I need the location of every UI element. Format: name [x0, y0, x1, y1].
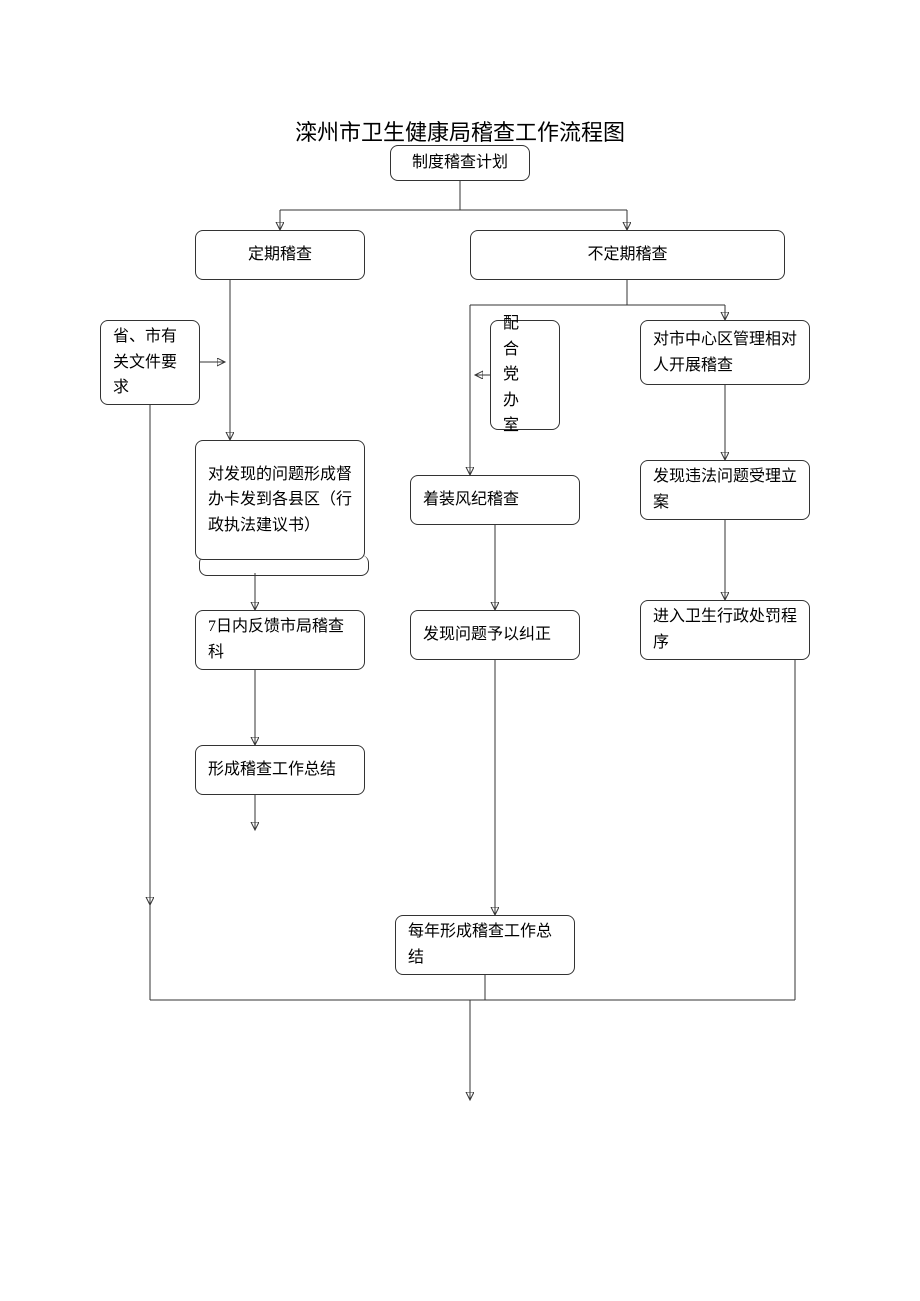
- node-summary1: 形成稽查工作总结: [195, 745, 365, 795]
- node-periodic: 定期稽查: [195, 230, 365, 280]
- page-title: 滦州市卫生健康局稽查工作流程图: [0, 115, 920, 147]
- node-docreq: 省、市有关文件要求: [100, 320, 200, 405]
- node-supervise: 对发现的问题形成督办卡发到各县区（行政执法建议书）: [195, 440, 365, 560]
- node-feedback7: 7日内反馈市局稽查科: [195, 610, 365, 670]
- node-nonperiodic: 不定期稽查: [470, 230, 785, 280]
- node-centerarea: 对市中心区管理相对人开展稽查: [640, 320, 810, 385]
- node-partyoffice: 配 合 党 办 室: [490, 320, 560, 430]
- node-dresscheck: 着装风纪稽查: [410, 475, 580, 525]
- node-annualsummary: 每年形成稽查工作总结: [395, 915, 575, 975]
- node-plan: 制度稽查计划: [390, 145, 530, 181]
- node-caseaccept: 发现违法问题受理立案: [640, 460, 810, 520]
- node-penalty: 进入卫生行政处罚程序: [640, 600, 810, 660]
- node-correct: 发现问题予以纠正: [410, 610, 580, 660]
